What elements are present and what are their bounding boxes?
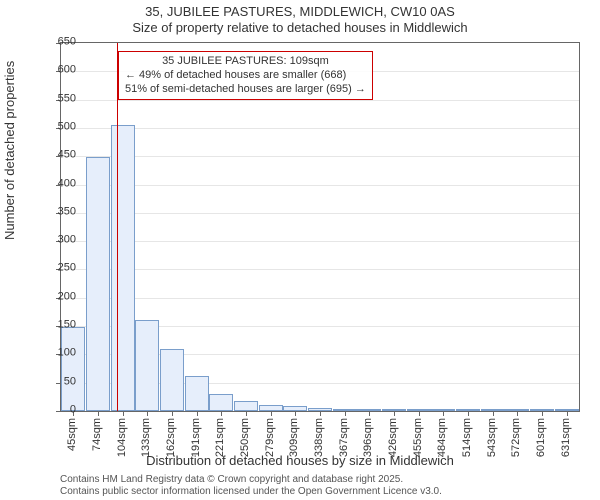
ytick-label: 450 xyxy=(42,150,76,161)
xtick-mark xyxy=(221,411,222,416)
histogram-bar xyxy=(111,125,135,411)
ytick-label: 50 xyxy=(42,376,76,387)
ytick-label: 0 xyxy=(42,405,76,416)
gridline-h xyxy=(61,269,579,270)
histogram-bar xyxy=(135,320,159,411)
xtick-label: 514sqm xyxy=(461,418,473,457)
xtick-mark xyxy=(295,411,296,416)
xtick-mark xyxy=(271,411,272,416)
xtick-mark xyxy=(345,411,346,416)
xtick-label: 572sqm xyxy=(510,418,522,457)
gridline-h xyxy=(61,298,579,299)
xtick-mark xyxy=(493,411,494,416)
histogram-bar xyxy=(185,376,209,411)
xtick-label: 367sqm xyxy=(338,418,350,457)
xtick-label: 543sqm xyxy=(486,418,498,457)
ytick-label: 550 xyxy=(42,93,76,104)
xtick-label: 484sqm xyxy=(436,418,448,457)
xtick-label: 426sqm xyxy=(387,418,399,457)
xtick-mark xyxy=(567,411,568,416)
gridline-h xyxy=(61,241,579,242)
xtick-mark xyxy=(443,411,444,416)
y-axis-label: Number of detached properties xyxy=(2,61,17,240)
xtick-mark xyxy=(172,411,173,416)
xtick-label: 104sqm xyxy=(116,418,128,457)
title-line-1: 35, JUBILEE PASTURES, MIDDLEWICH, CW10 0… xyxy=(0,4,600,20)
xtick-mark xyxy=(542,411,543,416)
gridline-h xyxy=(61,156,579,157)
chart-footer: Contains HM Land Registry data © Crown c… xyxy=(60,474,442,498)
ytick-label: 200 xyxy=(42,291,76,302)
annotation-line-2: ← 49% of detached houses are smaller (66… xyxy=(125,69,366,83)
footer-line-1: Contains HM Land Registry data © Crown c… xyxy=(60,474,442,486)
annotation-box: 35 JUBILEE PASTURES: 109sqm← 49% of deta… xyxy=(118,51,373,100)
footer-line-2: Contains public sector information licen… xyxy=(60,486,442,498)
ytick-label: 350 xyxy=(42,206,76,217)
xtick-mark xyxy=(98,411,99,416)
histogram-bar xyxy=(209,394,233,411)
xtick-label: 279sqm xyxy=(264,418,276,457)
xtick-mark xyxy=(246,411,247,416)
xtick-mark xyxy=(394,411,395,416)
histogram-bar xyxy=(160,349,184,411)
xtick-mark xyxy=(419,411,420,416)
xtick-label: 455sqm xyxy=(412,418,424,457)
xtick-mark xyxy=(147,411,148,416)
annotation-line-3: 51% of semi-detached houses are larger (… xyxy=(125,83,366,97)
gridline-h xyxy=(61,213,579,214)
chart-title: 35, JUBILEE PASTURES, MIDDLEWICH, CW10 0… xyxy=(0,4,600,37)
xtick-label: 631sqm xyxy=(560,418,572,457)
ytick-label: 400 xyxy=(42,178,76,189)
xtick-mark xyxy=(468,411,469,416)
gridline-h xyxy=(61,128,579,129)
ytick-label: 250 xyxy=(42,263,76,274)
xtick-mark xyxy=(369,411,370,416)
xtick-label: 74sqm xyxy=(91,418,103,451)
xtick-label: 191sqm xyxy=(190,418,202,457)
ytick-label: 100 xyxy=(42,348,76,359)
xtick-label: 309sqm xyxy=(288,418,300,457)
xtick-label: 396sqm xyxy=(362,418,374,457)
xtick-label: 250sqm xyxy=(239,418,251,457)
xtick-mark xyxy=(320,411,321,416)
xtick-mark xyxy=(197,411,198,416)
ytick-label: 300 xyxy=(42,235,76,246)
chart-container: 35, JUBILEE PASTURES, MIDDLEWICH, CW10 0… xyxy=(0,0,600,500)
xtick-label: 45sqm xyxy=(66,418,78,451)
xtick-mark xyxy=(517,411,518,416)
ytick-label: 150 xyxy=(42,320,76,331)
title-line-2: Size of property relative to detached ho… xyxy=(0,20,600,36)
gridline-h xyxy=(61,185,579,186)
histogram-bar xyxy=(61,327,85,411)
xtick-label: 338sqm xyxy=(313,418,325,457)
xtick-label: 601sqm xyxy=(535,418,547,457)
annotation-line-1: 35 JUBILEE PASTURES: 109sqm xyxy=(125,55,366,69)
xtick-mark xyxy=(123,411,124,416)
ytick-label: 650 xyxy=(42,37,76,48)
xtick-label: 221sqm xyxy=(214,418,226,457)
ytick-label: 600 xyxy=(42,65,76,76)
ytick-label: 500 xyxy=(42,121,76,132)
xtick-label: 133sqm xyxy=(140,418,152,457)
histogram-bar xyxy=(234,401,258,411)
xtick-label: 162sqm xyxy=(165,418,177,457)
histogram-bar xyxy=(86,157,110,411)
plot-area: 35 JUBILEE PASTURES: 109sqm← 49% of deta… xyxy=(60,42,580,412)
